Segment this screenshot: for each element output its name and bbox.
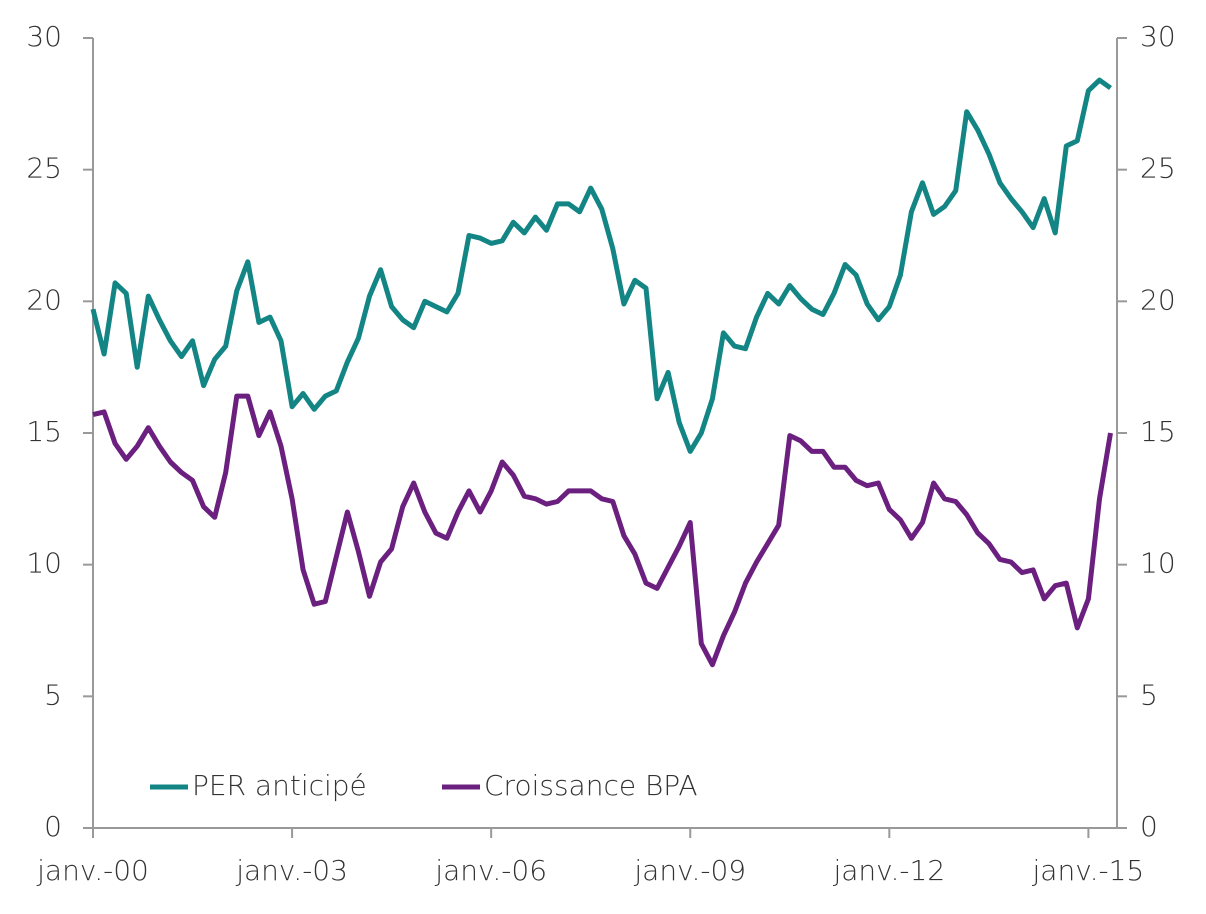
x-tick-label: janv.-03 <box>235 854 348 887</box>
legend-label: Croissance BPA <box>484 769 698 802</box>
y-tick-label: 10 <box>26 547 62 580</box>
y-tick-label: 30 <box>26 20 62 53</box>
series-line <box>92 393 1113 668</box>
x-tick-label: janv.-00 <box>36 854 149 887</box>
legend-label: PER anticipé <box>192 769 367 802</box>
y2-tick-label: 5 <box>1140 678 1158 711</box>
y-tick-label: 20 <box>26 283 62 316</box>
y2-tick-label: 10 <box>1140 547 1176 580</box>
x-tick-label: janv.-09 <box>633 854 746 887</box>
y2-tick-label: 15 <box>1140 415 1176 448</box>
y2-tick-label: 0 <box>1140 810 1158 843</box>
x-tick-label: janv.-12 <box>832 854 945 887</box>
y-tick-label: 15 <box>26 415 62 448</box>
y2-tick-label: 30 <box>1140 20 1176 53</box>
x-tick-label: janv.-15 <box>1032 854 1145 887</box>
y-tick-label: 0 <box>44 810 62 843</box>
x-tick-label: janv.-06 <box>434 854 547 887</box>
y-tick-label: 25 <box>26 152 62 185</box>
y2-tick-label: 20 <box>1140 283 1176 316</box>
y-tick-label: 5 <box>44 678 62 711</box>
series-line <box>90 77 1112 454</box>
y2-tick-label: 25 <box>1140 152 1176 185</box>
